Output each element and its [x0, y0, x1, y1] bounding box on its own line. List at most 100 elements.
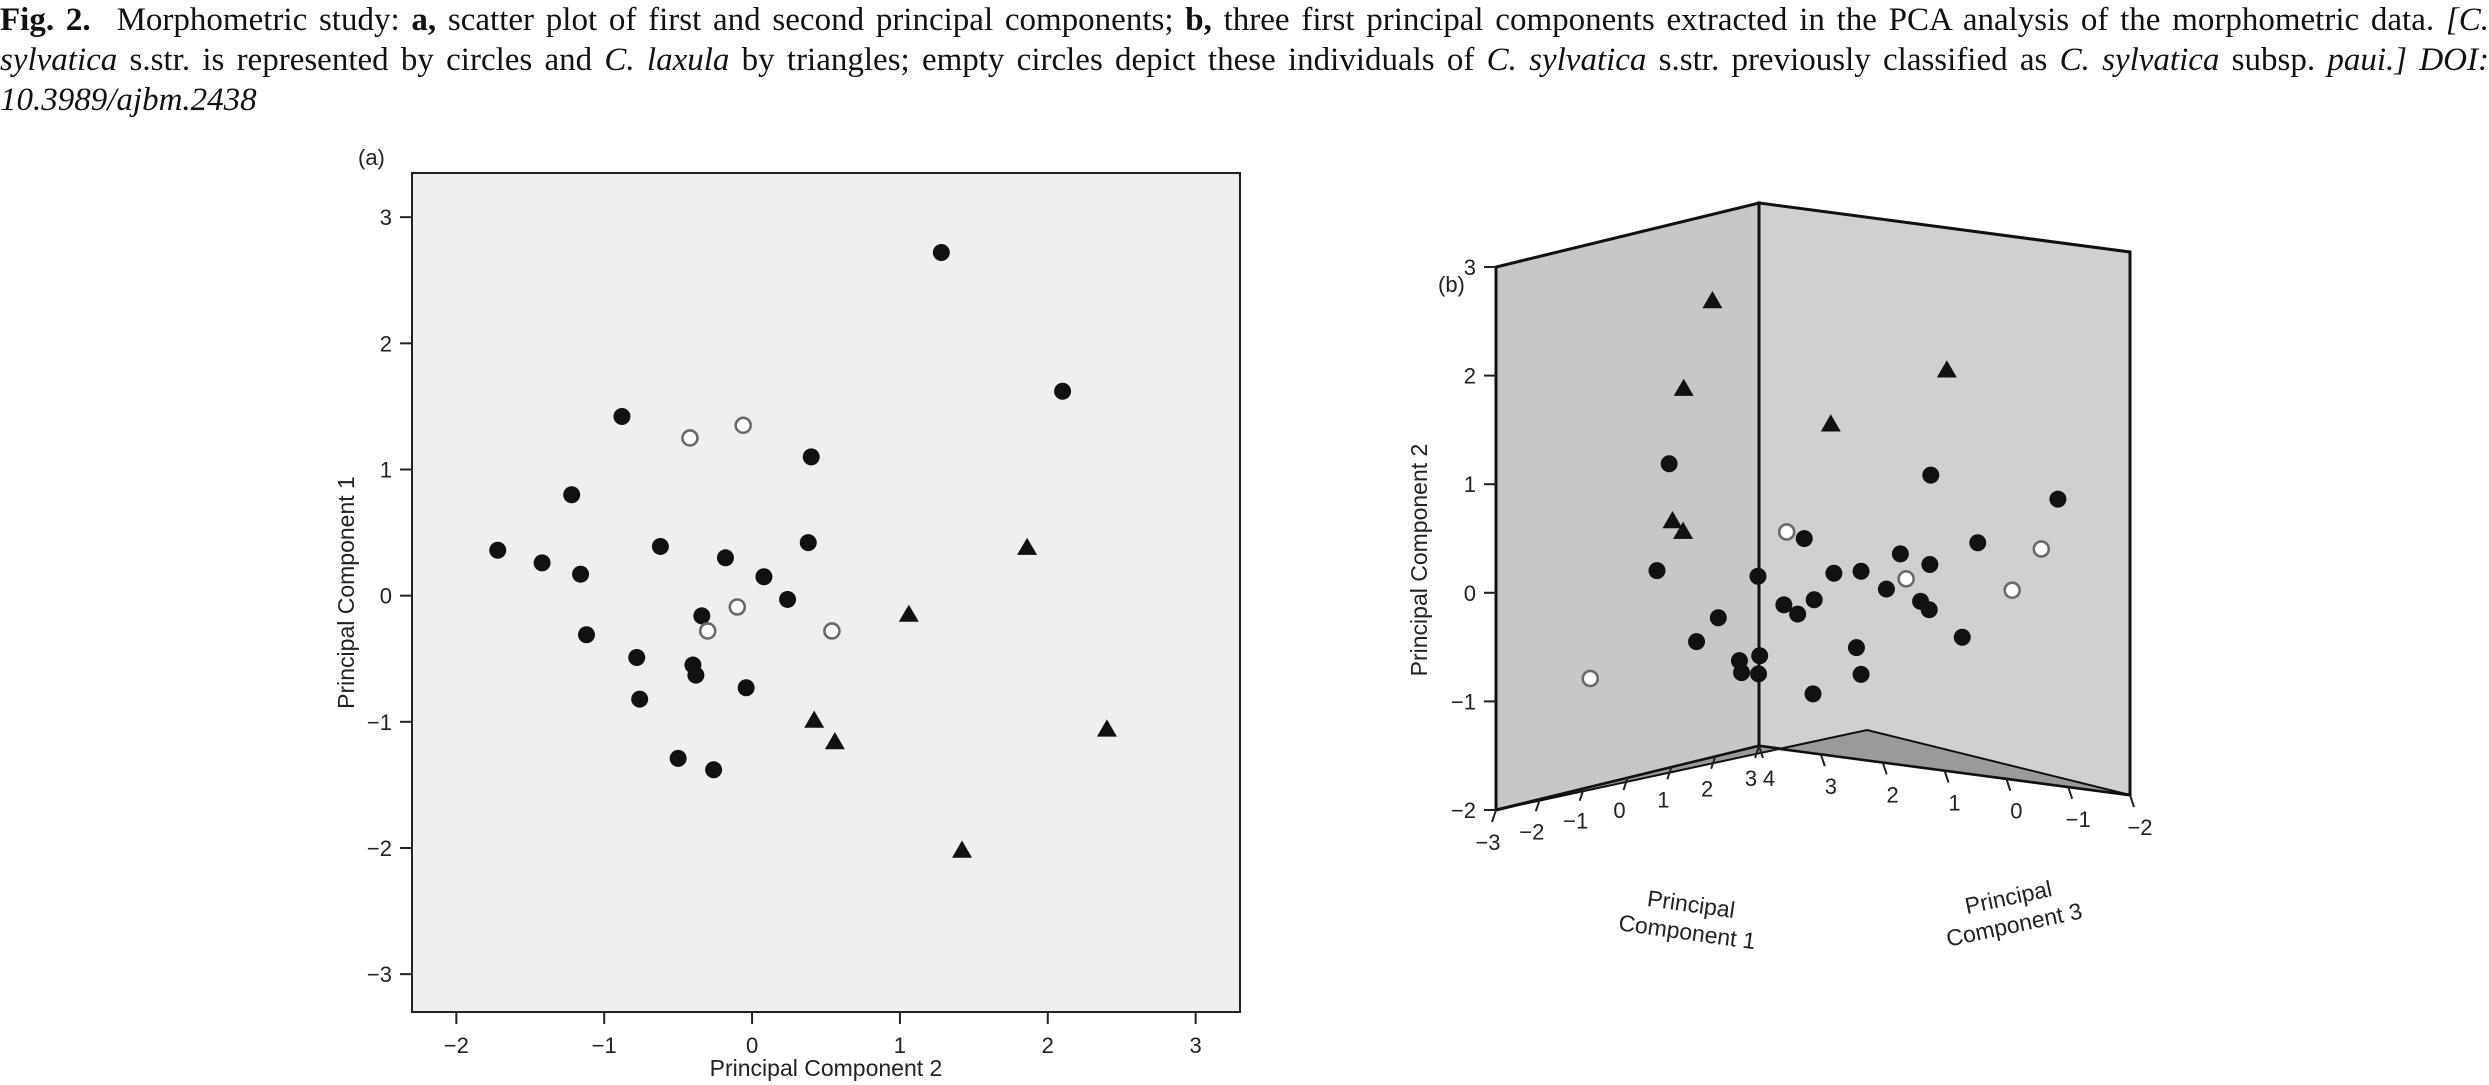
data-point-filled-circle [1688, 633, 1706, 651]
data-point-filled-circle [1877, 580, 1895, 598]
y-tick-label: 3 [1464, 255, 1476, 280]
z-tick-mark [1758, 745, 1764, 759]
caption-italic-4: C. sylvatica [2059, 42, 2220, 78]
z-tick-mark [2067, 786, 2074, 800]
data-point-filled-circle [737, 679, 755, 697]
z-tick-mark [1943, 770, 1950, 783]
data-point-filled-circle [577, 626, 595, 644]
data-point-filled-circle [693, 607, 711, 625]
data-point-empty-circle [698, 622, 717, 640]
y-tick-label: −2 [367, 836, 392, 861]
x-tick-label: 2 [1042, 1033, 1054, 1058]
data-point-filled-circle [1733, 664, 1751, 682]
figure-caption: Fig. 2. Morphometric study: a, scatter pl… [0, 0, 2489, 120]
data-point-filled-circle [628, 648, 646, 666]
y-tick-label: 2 [1464, 364, 1476, 389]
data-point-triangle [1662, 511, 1683, 529]
x-tick-label: −1 [1563, 809, 1588, 834]
data-point-filled-circle [802, 448, 820, 466]
y-tick-label: 1 [1464, 472, 1476, 497]
data-point-filled-circle [799, 534, 817, 552]
data-point-triangle [1936, 360, 1957, 378]
z-tick-label: 0 [2010, 799, 2022, 824]
data-point-triangle [1096, 719, 1117, 737]
data-point-filled-circle [705, 761, 723, 779]
data-point-filled-circle [489, 541, 507, 559]
right-wall [1757, 201, 2132, 797]
data-point-empty-circle [2003, 581, 2021, 600]
x-tick-mark [1754, 745, 1760, 759]
z-tick-mark [2005, 778, 2012, 791]
x-tick-mark [1622, 777, 1629, 791]
data-point-empty-circle [734, 416, 753, 435]
data-point-triangle [1702, 291, 1723, 309]
z-tick-label: 4 [1763, 766, 1775, 791]
data-point-triangle [1017, 537, 1038, 555]
left-wall [1494, 201, 1761, 812]
x-tick-mark [1534, 799, 1541, 812]
data-point-filled-circle [563, 486, 581, 504]
data-point-empty-circle [728, 598, 747, 616]
z-tick-mark [1881, 762, 1888, 775]
data-point-filled-circle [669, 749, 687, 767]
data-point-filled-circle [1749, 567, 1767, 585]
y-tick-label: −1 [1451, 689, 1476, 714]
data-point-filled-circle [1751, 647, 1769, 665]
data-point-filled-circle [1969, 534, 1987, 552]
x-tick-mark [1578, 788, 1585, 801]
caption-italic-5: paui.] DOI: 10.3989/ajbm.2438 [0, 42, 2489, 118]
data-point-filled-circle [755, 568, 773, 586]
y-tick-label: 3 [380, 205, 392, 230]
data-point-filled-circle [1789, 605, 1807, 623]
z-tick-label: −1 [2066, 807, 2091, 832]
data-point-filled-circle [932, 243, 950, 261]
y-axis-label: Principal Component 2 [1406, 444, 1432, 677]
data-point-filled-circle [1922, 466, 1940, 484]
caption-text-1: Morphometric study: [116, 2, 412, 38]
caption-text-6: s.str. previously classified as [1646, 42, 2060, 78]
x-tick-label: −3 [1475, 830, 1500, 855]
data-point-empty-circle [2032, 540, 2051, 558]
x-tick-mark [1710, 756, 1717, 769]
data-point-triangle [1673, 378, 1694, 396]
data-point-filled-circle [716, 549, 734, 567]
data-point-empty-circle [681, 429, 699, 447]
data-point-filled-circle [1648, 562, 1666, 580]
x-tick-label: 1 [1657, 787, 1669, 812]
caption-text-3: three first principal components extract… [1211, 2, 2446, 38]
x-tick-label: 1 [894, 1033, 906, 1058]
x-tick-mark [1491, 809, 1497, 823]
data-point-triangle [804, 710, 825, 728]
figure-number: Fig. 2. [0, 2, 91, 38]
data-point-filled-circle [1852, 665, 1870, 683]
data-point-empty-circle [1777, 523, 1796, 541]
z-tick-mark [2129, 794, 2135, 808]
x-tick-label: 0 [746, 1033, 758, 1058]
data-point-filled-circle [1709, 609, 1727, 627]
data-point-triangle [824, 732, 845, 750]
data-point-empty-circle [1897, 570, 1915, 588]
data-point-filled-circle [1891, 545, 1909, 563]
caption-italic-3: C. sylvatica [1486, 42, 1647, 78]
panel-a-scatter: −2 −1 0 1 2 3 −3 −2 −1 0 1 2 3 Principal Component 2 P… [333, 145, 1241, 1081]
x-tick-label: 0 [1613, 798, 1625, 823]
caption-text-7: subsp. [2219, 42, 2328, 78]
data-point-filled-circle [1804, 685, 1822, 703]
data-point-filled-circle [1920, 601, 1938, 619]
y-tick-label: −2 [1451, 798, 1476, 823]
y-tick-label: −3 [367, 962, 392, 987]
y-tick-label: 0 [380, 584, 392, 609]
y-axis-label: Principal Component 1 [333, 476, 359, 709]
caption-text-4: s.str. is represented by circles and [117, 42, 605, 78]
data-point-filled-circle [631, 690, 649, 708]
data-point-filled-circle [613, 407, 631, 425]
x-tick-label: −2 [1519, 819, 1544, 844]
data-point-triangle [952, 840, 973, 858]
data-point-empty-circle [1581, 669, 1600, 688]
caption-italic-1: [C. sylvatica [0, 2, 2489, 78]
y-tick-label: −1 [367, 710, 392, 735]
y-tick-label: 0 [1464, 581, 1476, 606]
data-point-filled-circle [1825, 564, 1843, 582]
